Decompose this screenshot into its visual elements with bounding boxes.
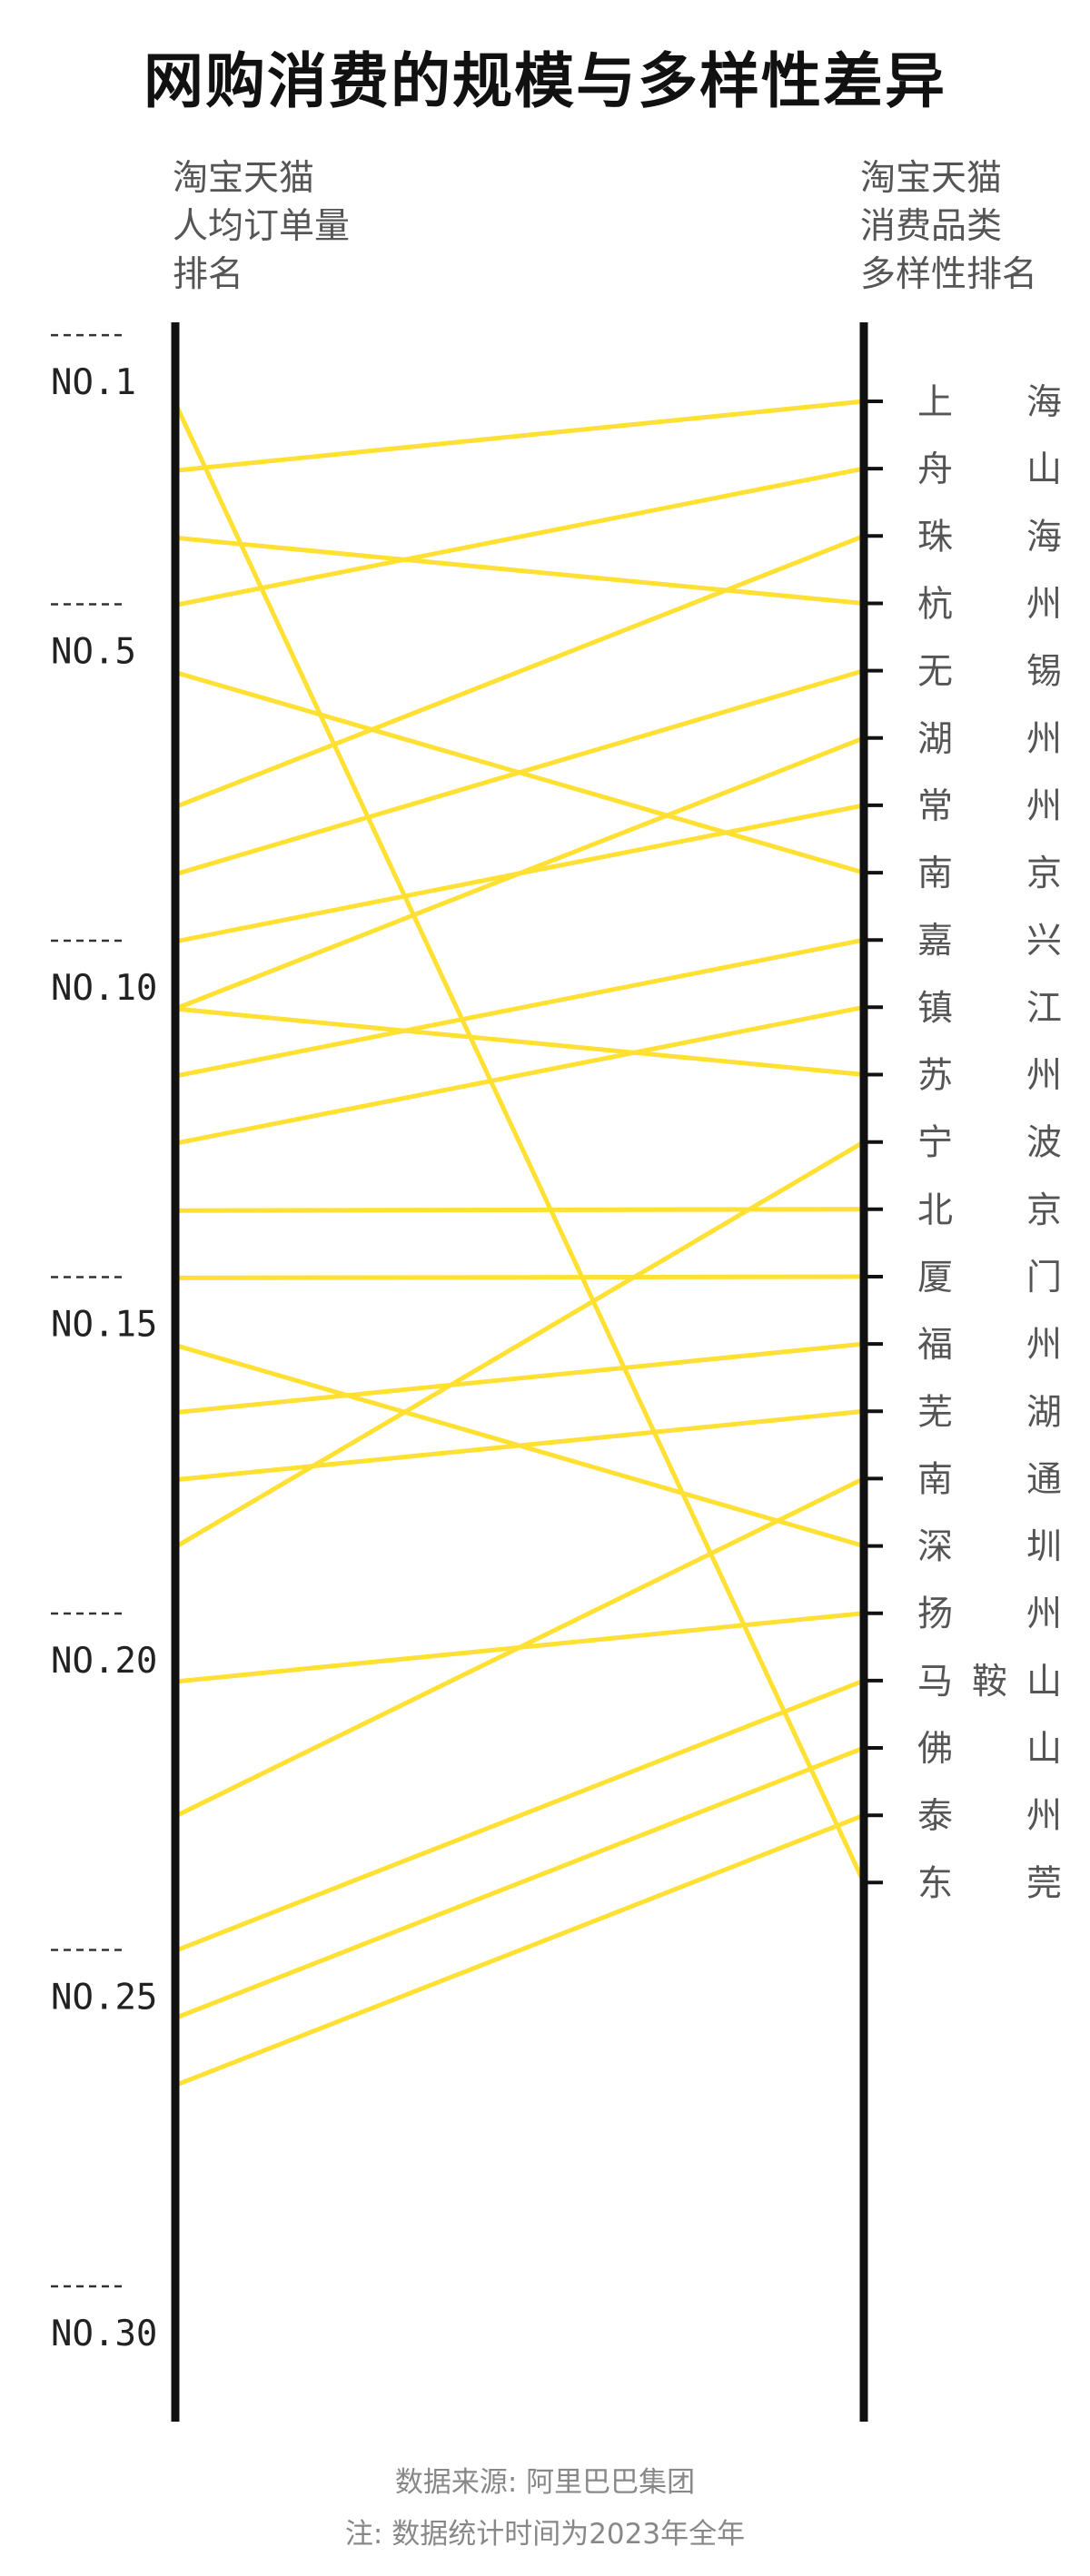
city-label: 佛: [917, 1729, 953, 1770]
city-label: 江: [1026, 988, 1062, 1029]
city-label: 州: [1026, 1325, 1062, 1366]
city-label: 泰: [917, 1796, 953, 1837]
city-label: 湖: [1026, 1392, 1062, 1433]
city-label: 州: [1026, 1796, 1062, 1837]
left-axis-header-line: 排名: [173, 254, 244, 295]
slope-line: [173, 535, 867, 606]
city-label: 厦: [917, 1258, 953, 1298]
slope-line: [173, 1678, 867, 1953]
city-label: 州: [1026, 786, 1062, 827]
city-label: 门: [1026, 1258, 1062, 1298]
slope-line: [173, 399, 867, 473]
city-label: 京: [1026, 1190, 1062, 1231]
city-label: 杭: [917, 585, 953, 626]
chart-title: 网购消费的规模与多样性差异: [144, 46, 946, 116]
left-tick-label: NO.15: [51, 1305, 157, 1346]
slope-line: [173, 1140, 867, 1550]
left-tick-label: NO.25: [51, 1978, 157, 2018]
city-label: 宁: [917, 1123, 953, 1164]
city-label: 珠: [917, 517, 953, 558]
city-label: 嘉: [917, 921, 953, 962]
city-label: 苏: [917, 1056, 953, 1097]
city-label: 通: [1026, 1459, 1062, 1500]
city-label: 常: [917, 786, 953, 827]
city-label: 锡: [1026, 652, 1062, 693]
left-tick-label: NO.1: [51, 362, 136, 403]
city-label: 莞: [1026, 1863, 1062, 1904]
slope-line: [173, 1274, 867, 1280]
city-label: 山: [1026, 1729, 1062, 1770]
slope-line: [173, 1343, 867, 1549]
city-label: 马: [917, 1662, 953, 1703]
slope-line: [173, 670, 867, 875]
slope-line: [173, 1006, 867, 1077]
city-label: 州: [1026, 1056, 1062, 1097]
city-label: 山: [1026, 449, 1062, 490]
city-label: 扬: [917, 1594, 953, 1635]
data-source: 数据来源: 阿里巴巴集团: [394, 2466, 696, 2499]
data-note: 注: 数据统计时间为2023年全年: [344, 2518, 746, 2551]
slope-line: [173, 1207, 867, 1213]
slope-line: [173, 1004, 867, 1146]
slope-line: [173, 1611, 867, 1684]
city-label: 京: [1026, 854, 1062, 894]
city-label: 无: [917, 652, 953, 693]
city-label: 芜: [917, 1392, 953, 1433]
slope-line: [173, 466, 867, 607]
city-label: 州: [1026, 585, 1062, 626]
city-label: 南: [917, 1459, 953, 1500]
city-label: 鞍: [972, 1662, 1007, 1703]
city-label: 镇: [917, 988, 953, 1029]
right-axis-header-line: 淘宝天猫: [860, 158, 1003, 199]
left-axis-header-line: 淘宝天猫: [173, 158, 315, 199]
city-label: 山: [1026, 1662, 1062, 1703]
city-label: 舟: [917, 449, 953, 490]
slope-line: [173, 533, 867, 810]
left-tick-label: NO.30: [51, 2314, 157, 2354]
left-tick-label: NO.10: [51, 968, 157, 1009]
right-axis-header-line: 消费品类: [860, 206, 1003, 247]
city-label: 海: [1026, 517, 1062, 558]
city-label: 海: [1026, 382, 1062, 423]
slope-line: [173, 400, 867, 1885]
city-label: 福: [917, 1325, 953, 1366]
left-tick-label: NO.5: [51, 632, 136, 673]
city-label: 深: [917, 1527, 953, 1568]
slope-line: [173, 1745, 867, 2020]
city-label: 南: [917, 854, 953, 894]
city-label: 圳: [1026, 1527, 1062, 1568]
left-axis-header-line: 人均订单量: [173, 206, 351, 247]
slope-line: [173, 803, 867, 944]
city-label: 东: [917, 1863, 953, 1904]
left-axis-header: 淘宝天猫 人均订单量 排名: [173, 154, 350, 299]
city-label: 上: [917, 382, 953, 423]
slope-line: [173, 1812, 867, 2088]
city-label: 波: [1026, 1123, 1062, 1164]
city-label: 州: [1026, 719, 1062, 760]
slope-line: [173, 1341, 867, 1416]
city-label: 湖: [917, 719, 953, 760]
right-axis-header: 淘宝天猫 消费品类 多样性排名: [860, 154, 1037, 299]
slope-line: [173, 937, 867, 1079]
right-axis-header-line: 多样性排名: [860, 254, 1038, 295]
city-label: 兴: [1026, 921, 1062, 962]
city-label: 州: [1026, 1594, 1062, 1635]
left-tick-label: NO.20: [51, 1641, 157, 1682]
city-label: 北: [917, 1190, 953, 1231]
